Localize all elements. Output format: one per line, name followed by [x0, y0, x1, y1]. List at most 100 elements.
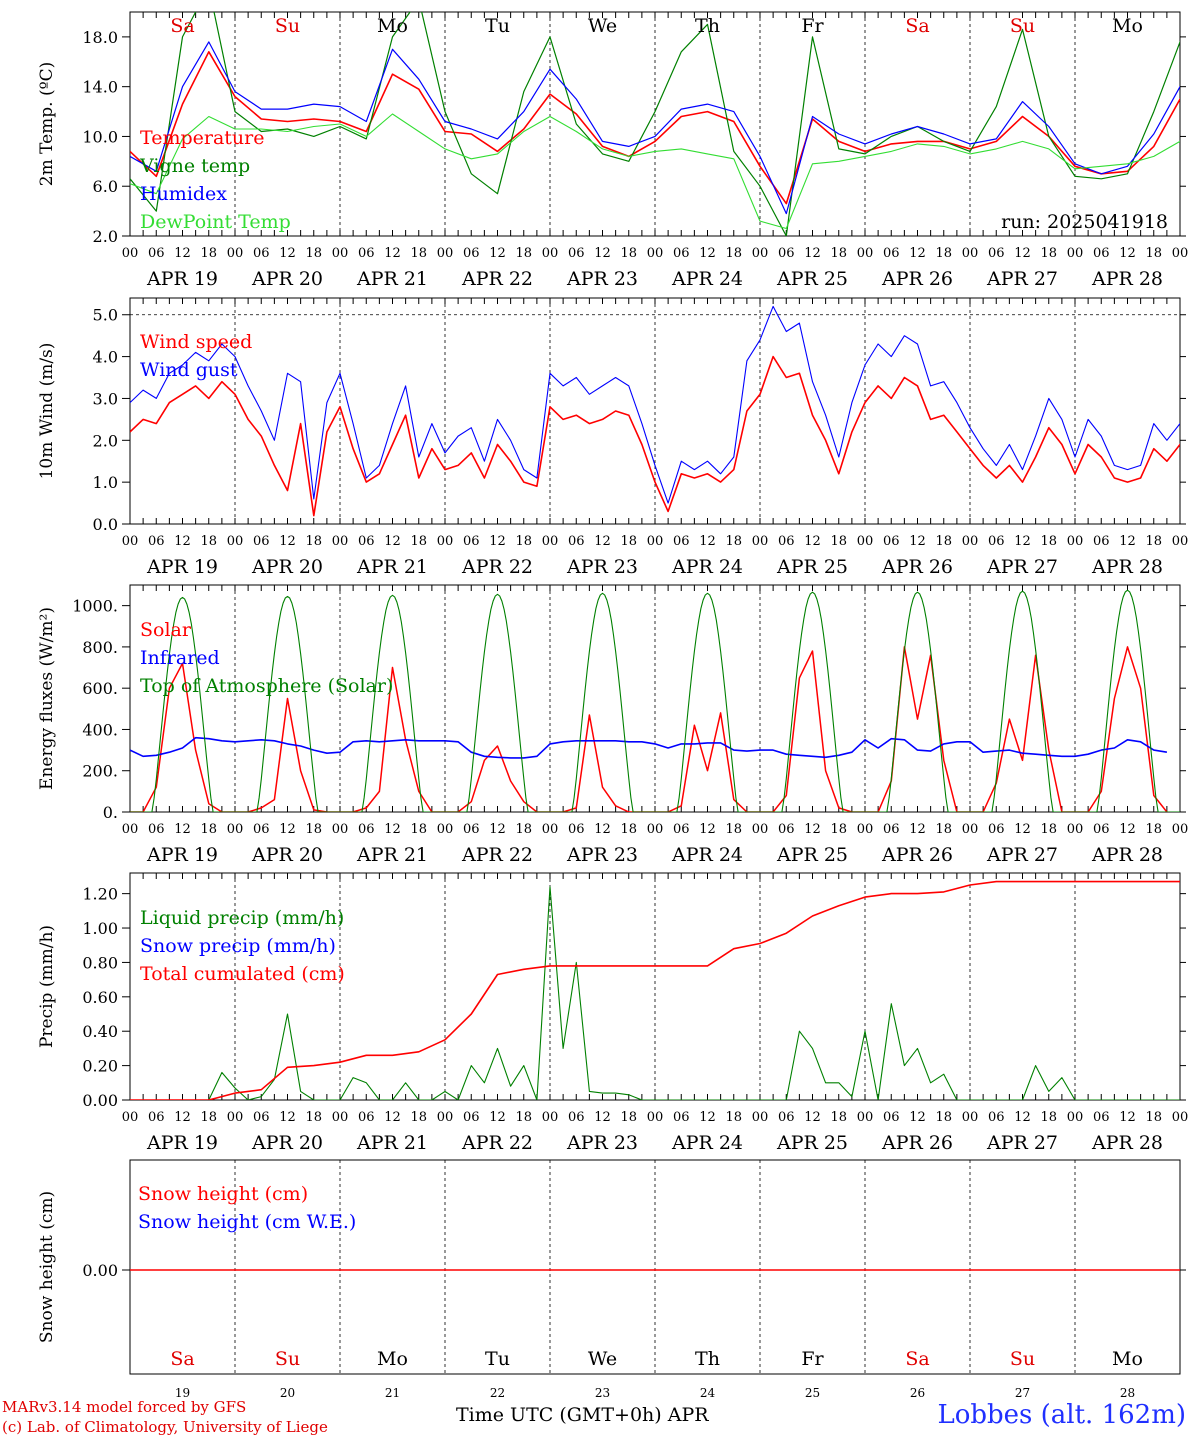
weekday-label-bottom: Fr — [801, 1348, 824, 1370]
x-hour-label: 18 — [935, 534, 952, 549]
x-hour-label: 12 — [594, 246, 611, 261]
x-day-label: APR 26 — [881, 556, 953, 578]
y-tick-label: 0.60 — [82, 988, 118, 1007]
x-day-label: APR 25 — [776, 1132, 848, 1154]
y-tick-label: 0.00 — [82, 1091, 118, 1110]
x-hour-label: 00 — [962, 246, 979, 261]
x-hour-label: 00 — [647, 246, 664, 261]
x-day-label: APR 21 — [356, 1132, 428, 1154]
x-day-label: APR 26 — [881, 268, 953, 290]
x-day-label: APR 28 — [1091, 268, 1163, 290]
legend: Wind speed Wind gust — [140, 331, 252, 381]
weekday-label-top: Mo — [1112, 15, 1143, 37]
x-hour-label: 12 — [384, 534, 401, 549]
x-hour-label: 06 — [568, 246, 585, 261]
weekday-label-bottom: Th — [695, 1348, 720, 1370]
x-hour-label: 12 — [699, 1110, 716, 1125]
series-line-vigne-temp — [130, 12, 1180, 236]
series-line-top-of-atmosphere-solar — [130, 589, 1180, 812]
x-hour-label: 00 — [332, 534, 349, 549]
series-line-total-cumulated-cm — [130, 880, 1180, 1100]
x-hour-label: 12 — [804, 822, 821, 837]
x-day-labels: APR 19 APR 20 APR 21 APR 22 APR 23 APR 24 APR … — [146, 844, 1163, 866]
x-hour-label: 18 — [935, 822, 952, 837]
x-hour-label: 00 — [1172, 822, 1189, 837]
x-hour-label: 06 — [253, 1110, 270, 1125]
x-hour-label: 00 — [437, 1110, 454, 1125]
x-day-label: APR 19 — [146, 556, 218, 578]
x-hour-label: 06 — [673, 246, 690, 261]
x-hour-label: 06 — [673, 822, 690, 837]
y-tick-label: 0.20 — [82, 1057, 118, 1076]
x-hour-label: 18 — [305, 246, 322, 261]
weekday-label-bottom: Sa — [170, 1348, 194, 1370]
x-hour-label: 06 — [1093, 822, 1110, 837]
series-group — [130, 589, 1180, 812]
x-hour-label: 12 — [1014, 534, 1031, 549]
y-tick-label: 200. — [82, 762, 118, 781]
x-day-label: APR 20 — [251, 556, 323, 578]
x-day-label: APR 28 — [1091, 844, 1163, 866]
footer-day-number: 28 — [1120, 1386, 1135, 1400]
x-hour-label: 18 — [620, 534, 637, 549]
legend: Solar Infrared Top of Atmosphere (Solar) — [140, 619, 393, 697]
weekday-label-bottom: We — [588, 1348, 617, 1370]
x-hour-label: 12 — [804, 534, 821, 549]
x-hour-label: 00 — [122, 1110, 139, 1125]
x-hour-label: 06 — [988, 1110, 1005, 1125]
x-hour-label: 12 — [279, 534, 296, 549]
legend-item: Snow height (cm W.E.) — [138, 1211, 356, 1233]
x-hour-labels: 00 06 12 18 00 06 12 18 00 06 12 18 00 06 12 18 00 06 12 18… — [122, 822, 1189, 837]
x-hour-label: 12 — [489, 534, 506, 549]
x-hour-label: 12 — [699, 246, 716, 261]
x-day-label: APR 25 — [776, 268, 848, 290]
x-day-label: APR 20 — [251, 268, 323, 290]
y-tick-label: 3.0 — [93, 389, 118, 408]
panel-precip: 0.00 0.20 0.40 0.60 0.80 1.00 1.20 Precip (mm/h… — [37, 872, 1188, 1154]
x-hour-label: 12 — [699, 534, 716, 549]
y-tick-label: 800. — [82, 638, 118, 657]
x-hour-label: 12 — [1014, 822, 1031, 837]
x-day-label: APR 28 — [1091, 1132, 1163, 1154]
x-hour-label: 18 — [410, 534, 427, 549]
y-axis-title: Snow height (cm) — [37, 1191, 57, 1343]
x-hour-label: 12 — [489, 822, 506, 837]
x-day-labels: APR 19 APR 20 APR 21 APR 22 APR 23 APR 24 APR … — [146, 1132, 1163, 1154]
y-tick-label: 10.0 — [82, 127, 118, 146]
x-hour-label: 00 — [332, 1110, 349, 1125]
x-hour-label: 12 — [279, 246, 296, 261]
x-hour-label: 06 — [253, 822, 270, 837]
x-day-label: APR 27 — [986, 556, 1058, 578]
x-hour-label: 12 — [804, 1110, 821, 1125]
y-tick-label: 0.0 — [93, 515, 118, 534]
y-tick-label: 0.40 — [82, 1022, 118, 1041]
x-hour-label: 12 — [384, 246, 401, 261]
x-day-label: APR 24 — [671, 844, 743, 866]
x-hour-label: 00 — [122, 246, 139, 261]
x-day-label: APR 28 — [1091, 556, 1163, 578]
legend-item: Solar — [140, 619, 192, 641]
x-hour-label: 06 — [988, 822, 1005, 837]
weekday-label-bottom: Sa — [905, 1348, 929, 1370]
x-hour-label: 06 — [778, 822, 795, 837]
legend-item: Total cumulated (cm) — [140, 963, 345, 985]
legend-item: Top of Atmosphere (Solar) — [140, 675, 393, 697]
x-hour-label: 12 — [804, 246, 821, 261]
y-tick-label: 0.80 — [82, 953, 118, 972]
footer-day-number: 23 — [595, 1386, 610, 1400]
legend-item: Liquid precip (mm/h) — [140, 907, 344, 929]
x-hour-label: 12 — [174, 246, 191, 261]
x-hour-label: 12 — [909, 246, 926, 261]
x-hour-label: 18 — [725, 1110, 742, 1125]
footer-day-number: 26 — [910, 1386, 925, 1400]
y-tick-labels: 0.00 — [82, 1261, 1186, 1280]
weekday-label-bottom: Mo — [377, 1348, 408, 1370]
legend-item: Snow precip (mm/h) — [140, 935, 336, 957]
y-axis-title: Energy fluxes (W/m²) — [37, 607, 57, 790]
x-hour-label: 06 — [673, 1110, 690, 1125]
weekday-label-top: Su — [275, 15, 300, 37]
x-hour-label: 12 — [489, 1110, 506, 1125]
y-tick-label: 0.00 — [82, 1261, 118, 1280]
x-hour-label: 18 — [515, 246, 532, 261]
x-hour-label: 12 — [699, 822, 716, 837]
